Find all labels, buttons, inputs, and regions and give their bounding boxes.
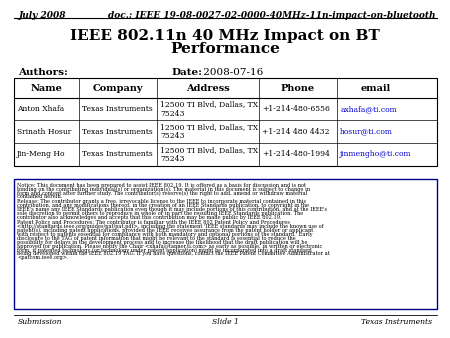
Text: approved for publication. Please notify the Chair <xhafa@tanner.ti.com> as early: approved for publication. Please notify …	[17, 243, 322, 249]
Text: contribution, and any modifications thereof, in the creation of an IEEE Standard: contribution, and any modifications ther…	[17, 203, 309, 208]
Text: sole discretion to permit others to reproduce in whole or in part the resulting : sole discretion to permit others to repr…	[17, 211, 303, 216]
Text: +1-214 480 4432: +1-214 480 4432	[262, 128, 329, 136]
Text: Authors:: Authors:	[18, 68, 68, 77]
Text: Company: Company	[93, 83, 144, 93]
Text: email: email	[361, 83, 392, 93]
Text: Texas Instruments: Texas Instruments	[82, 105, 153, 113]
Text: July 2008: July 2008	[18, 11, 66, 20]
Text: contributor also acknowledges and accepts that this contribution may be made pub: contributor also acknowledges and accept…	[17, 215, 282, 220]
Text: Texas Instruments: Texas Instruments	[82, 128, 153, 136]
Text: Phone: Phone	[281, 83, 315, 93]
Text: axhafa@ti.com: axhafa@ti.com	[340, 105, 397, 113]
Text: 12500 TI Blvd, Dallas, TX
75243: 12500 TI Blvd, Dallas, TX 75243	[161, 123, 259, 140]
Text: Address: Address	[186, 83, 230, 93]
Text: being developed within the IEEE 802.19 TAG. If you have questions, contact the I: being developed within the IEEE 802.19 T…	[17, 251, 330, 256]
Text: Submission: Submission	[18, 318, 63, 327]
Bar	[14, 179, 436, 309]
Text: <patcom.ieee.org>.: <patcom.ieee.org>.	[17, 255, 69, 260]
Text: patent(s), including patent applications, provided the IEEE receives assurance f: patent(s), including patent applications…	[17, 228, 313, 233]
Text: doc.: IEEE 19-08-0027-02-0000-40MHz-11n-impact-on-bluetooth: doc.: IEEE 19-08-0027-02-0000-40MHz-11n-…	[108, 11, 436, 20]
Text: binding on the contributing individual(s) or organization(s). The material in th: binding on the contributing individual(s…	[17, 187, 310, 192]
Text: Notice: This document has been prepared to assist IEEE 802.19. It is offered as : Notice: This document has been prepared …	[17, 183, 306, 188]
Text: form, if patented technology (or technology under patent application) might be i: form, if patented technology (or technol…	[17, 247, 312, 253]
Text: IEEE 802.11n 40 MHz Impact on BT: IEEE 802.11n 40 MHz Impact on BT	[70, 29, 380, 43]
Text: possibility for delays in the development process and to increase the likelihood: possibility for delays in the developmen…	[17, 240, 308, 245]
Bar	[14, 78, 436, 166]
Text: Jin-Meng Ho: Jin-Meng Ho	[17, 150, 65, 158]
Text: hosur@ti.com: hosur@ti.com	[340, 128, 393, 136]
Text: Anton Xhafa: Anton Xhafa	[17, 105, 64, 113]
Text: 2008-07-16: 2008-07-16	[200, 68, 264, 77]
Text: Patent Policy and Procedures: The contributor is familiar with the IEEE 802 Pate: Patent Policy and Procedures: The contri…	[17, 220, 290, 225]
Text: Texas Instruments: Texas Instruments	[361, 318, 432, 327]
Text: +1-214-480-6556: +1-214-480-6556	[262, 105, 330, 113]
Text: 12500 TI Blvd, Dallas, TX
75243: 12500 TI Blvd, Dallas, TX 75243	[161, 100, 259, 118]
Text: Release: The contributor grants a free, irrevocable license to the IEEE to incor: Release: The contributor grants a free, …	[17, 199, 306, 204]
Text: <http://standards.ieee.org/guides/pat/pat.pdf>, including the statement 'IEEE st: <http://standards.ieee.org/guides/pat/pa…	[17, 224, 324, 229]
Text: Name: Name	[30, 83, 62, 93]
Text: Date:: Date:	[171, 68, 202, 77]
Text: form and content after further study. The contributor(s) reserve(s) the right to: form and content after further study. Th…	[17, 190, 307, 196]
Text: Srinath Hosur: Srinath Hosur	[17, 128, 71, 136]
Text: Performance: Performance	[170, 42, 280, 56]
Text: 12500 TI Blvd, Dallas, TX
75243: 12500 TI Blvd, Dallas, TX 75243	[161, 146, 259, 163]
Text: IEEE's name any IEEE Standards publication even though it may include portions o: IEEE's name any IEEE Standards publicati…	[17, 207, 327, 212]
Text: jinmengho@ti.com: jinmengho@ti.com	[340, 150, 412, 158]
Text: contained herein.: contained herein.	[17, 194, 63, 199]
Text: with respect to patents essential for compliance with both mandatory and optiona: with respect to patents essential for co…	[17, 232, 313, 237]
Text: Texas Instruments: Texas Instruments	[82, 150, 153, 158]
Text: Slide 1: Slide 1	[212, 318, 239, 327]
Text: disclosure to the TAG of patent information that might be relevant to the standa: disclosure to the TAG of patent informat…	[17, 236, 296, 241]
Text: +1-214-480-1994: +1-214-480-1994	[262, 150, 330, 158]
